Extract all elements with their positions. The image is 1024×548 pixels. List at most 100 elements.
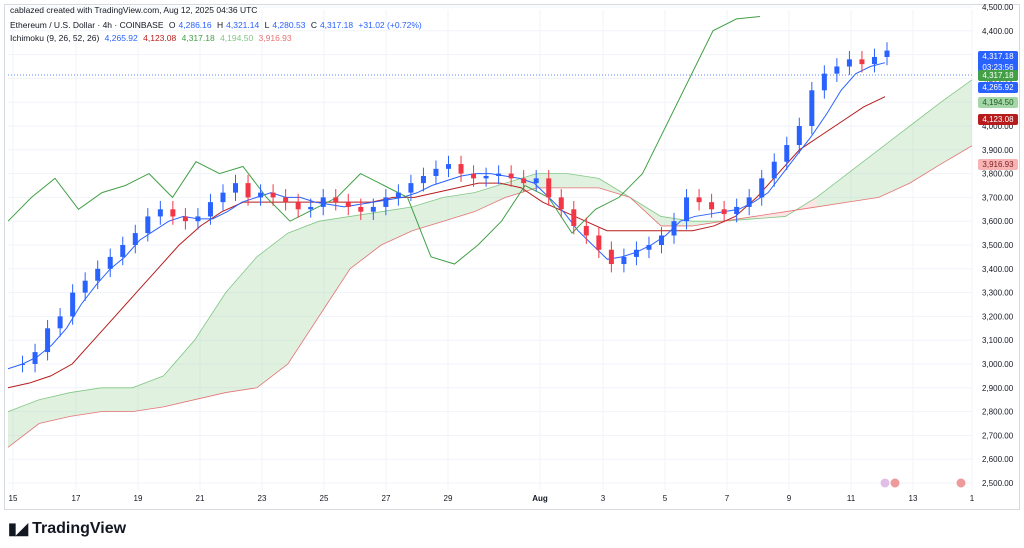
y-tick-label: 3,300.00 [982, 289, 1014, 298]
candle-body [395, 192, 401, 198]
candle-body [270, 192, 276, 198]
senkou-a-line [7, 79, 973, 412]
kijun-badge: 4,123.08 [978, 114, 1018, 125]
x-tick-label: Aug [532, 494, 548, 503]
cloud-segment [661, 216, 693, 226]
y-tick-label: 4,000.00 [982, 122, 1014, 131]
candle-body [82, 280, 88, 293]
cloud-segment [412, 197, 444, 231]
created-note: cablazed created with TradingView.com, A… [10, 5, 258, 15]
candle-body [258, 192, 264, 198]
chart-grid [8, 6, 973, 490]
candle-body [846, 59, 852, 67]
cloud-segment [536, 173, 568, 188]
tenkan-badge: 4,265.92 [978, 82, 1018, 93]
kijun-value: 4,123.08 [143, 33, 177, 43]
candle-body [759, 178, 765, 198]
y-tick-label: 2,700.00 [982, 431, 1014, 440]
y-tick-label: 2,900.00 [982, 384, 1014, 393]
cloud-segment [443, 192, 475, 222]
candle-body [245, 183, 251, 198]
y-tick-label: 4,400.00 [982, 27, 1014, 36]
events-markers [879, 477, 967, 489]
indicator-name: Ichimoku (9, 26, 52, 26) [10, 33, 100, 43]
candle-body [333, 197, 339, 203]
candle-body [734, 206, 740, 215]
x-tick-label: 9 [787, 494, 792, 503]
y-tick-label: 2,500.00 [982, 479, 1014, 488]
y-tick-label: 3,000.00 [982, 360, 1014, 369]
candle-body [571, 209, 577, 226]
tenkan-value: 4,265.92 [104, 33, 138, 43]
spanb-value: 3,916.93 [258, 33, 292, 43]
cloud-segment [163, 340, 195, 407]
candle-body [345, 202, 351, 207]
candle-body [621, 256, 627, 265]
candle-body [483, 175, 489, 179]
candle-body [408, 183, 414, 193]
chart-frame [4, 4, 1020, 510]
candle-body [195, 216, 201, 222]
cloud-segment [39, 392, 71, 424]
candle-body [608, 249, 614, 265]
symbol-line: Ethereum / U.S. Dollar · 4h · COINBASE O… [10, 20, 422, 30]
candle-body [45, 328, 51, 353]
cloud-segment [256, 233, 288, 388]
price-badge: 4,317.18 03:23:56 [978, 51, 1018, 73]
candle-body [496, 173, 502, 176]
spana-value: 4,194.50 [220, 33, 254, 43]
cloud-segment [816, 173, 848, 207]
x-tick-label: 5 [663, 494, 668, 503]
lagging-badge: 3,916.93 [978, 159, 1018, 170]
candle-body [233, 183, 239, 193]
symbol-title: Ethereum / U.S. Dollar · 4h · COINBASE [10, 20, 164, 30]
y-tick-label: 3,100.00 [982, 336, 1014, 345]
candle-body [809, 90, 815, 126]
x-tick-label: 21 [196, 494, 205, 503]
cloud-segment [101, 387, 133, 412]
candle-body [57, 316, 63, 329]
y-tick-label: 3,800.00 [982, 170, 1014, 179]
candle-body [170, 209, 176, 217]
lead1-badge: 4,317.18 [978, 70, 1018, 81]
cloud-segment [847, 149, 879, 203]
candle-body [145, 216, 151, 234]
candle-body [458, 164, 464, 174]
event-flag-icon [955, 477, 967, 489]
low-value: 4,280.53 [272, 20, 306, 30]
candle-body [533, 178, 539, 184]
candle-body [646, 245, 652, 250]
kijun-line [7, 96, 886, 389]
cloud-segment [505, 173, 537, 198]
candle-body [320, 197, 326, 207]
candle-body [383, 197, 389, 207]
tradingview-brand[interactable]: ▮◢ TradingView [8, 519, 126, 539]
candle-body [370, 206, 376, 212]
candle-body [596, 235, 602, 250]
candle-body [120, 245, 126, 257]
candle-body [746, 197, 752, 207]
y-tick-label: 3,600.00 [982, 217, 1014, 226]
candle-body [471, 173, 477, 179]
x-tick-label: 17 [72, 494, 81, 503]
x-tick-label: 23 [258, 494, 267, 503]
candle-body [821, 73, 827, 91]
x-tick-label: 15 [9, 494, 18, 503]
y-tick-label: 3,400.00 [982, 265, 1014, 274]
high-value: 4,321.14 [226, 20, 260, 30]
candle-body [220, 192, 226, 203]
event-flag-icon [879, 477, 891, 489]
candle-body [132, 233, 138, 245]
ichimoku-legend[interactable]: Ichimoku (9, 26, 52, 26) 4,265.92 4,123.… [10, 33, 295, 43]
candle-body [95, 268, 101, 281]
close-value: 4,317.18 [319, 20, 354, 30]
candle-body [784, 145, 790, 162]
candle-body [696, 197, 702, 203]
candle-body [308, 206, 314, 210]
x-tick-label: 11 [847, 494, 856, 503]
cloud-segment [474, 183, 506, 212]
candle-body [283, 197, 289, 203]
candle-body [20, 364, 26, 365]
candle-body [771, 161, 777, 179]
